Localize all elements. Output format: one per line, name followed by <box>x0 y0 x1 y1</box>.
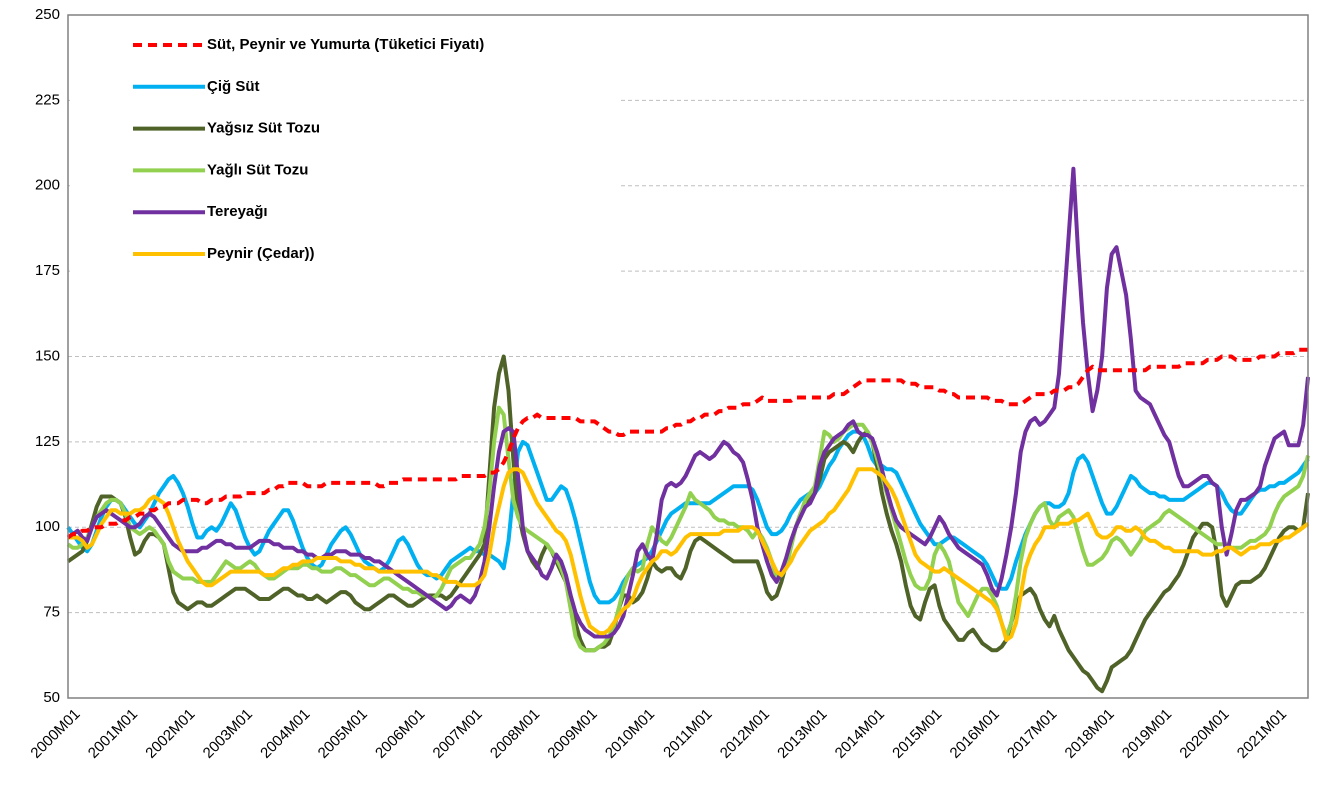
legend-label: Yağlı Süt Tozu <box>207 161 308 178</box>
y-tick-label: 225 <box>35 91 60 108</box>
series-line <box>68 467 1310 642</box>
x-tick-label: 2019M01 <box>1119 706 1175 762</box>
series-line <box>66 405 1310 653</box>
x-tick-label: 2005M01 <box>315 706 371 762</box>
x-tick-label: 2021M01 <box>1234 706 1290 762</box>
x-tick-label: 2000M01 <box>27 706 83 762</box>
x-tick-label: 2001M01 <box>85 706 141 762</box>
x-tick-label: 2015M01 <box>889 706 945 762</box>
x-tick-label: 2014M01 <box>832 706 888 762</box>
x-tick-label: 2020M01 <box>1176 706 1232 762</box>
y-tick-label: 100 <box>35 518 60 535</box>
x-tick-label: 2013M01 <box>774 706 830 762</box>
x-tick-label: 2012M01 <box>717 706 773 762</box>
y-tick-label: 150 <box>35 347 60 364</box>
legend: Süt, Peynir ve Yumurta (Tüketici Fiyatı)… <box>70 17 620 287</box>
legend-label: Yağsız Süt Tozu <box>207 120 320 137</box>
x-tick-label: 2004M01 <box>257 706 313 762</box>
x-tick-label: 2011M01 <box>660 706 715 761</box>
x-tick-label: 2010M01 <box>602 706 658 762</box>
legend-label: Tereyağı <box>207 203 268 220</box>
y-tick-label: 175 <box>35 262 60 279</box>
series-line <box>66 354 1310 694</box>
x-tick-label: 2017M01 <box>1004 706 1060 762</box>
y-tick-label: 50 <box>43 689 60 706</box>
x-tick-label: 2006M01 <box>372 706 428 762</box>
x-tick-label: 2007M01 <box>430 706 486 762</box>
x-tick-label: 2018M01 <box>1062 706 1118 762</box>
series-line <box>66 429 1310 605</box>
x-tick-label: 2003M01 <box>200 706 256 762</box>
y-tick-label: 75 <box>43 604 60 621</box>
y-tick-label: 250 <box>35 6 60 23</box>
x-tick-label: 2016M01 <box>947 706 1003 762</box>
series-line <box>66 166 1310 639</box>
legend-label: Çiğ Süt <box>207 78 260 95</box>
plot-frame <box>67 14 1309 699</box>
legend-label: Süt, Peynir ve Yumurta (Tüketici Fiyatı) <box>207 36 484 53</box>
x-tick-label: 2002M01 <box>142 706 198 762</box>
x-tick-label: 2008M01 <box>487 706 543 762</box>
y-tick-label: 200 <box>35 177 60 194</box>
series-line <box>66 347 1308 540</box>
legend-background <box>70 17 620 287</box>
y-tick-label: 125 <box>35 433 60 450</box>
x-tick-label: 2009M01 <box>544 706 600 762</box>
legend-label: Peynir (Çedar)) <box>207 245 315 262</box>
